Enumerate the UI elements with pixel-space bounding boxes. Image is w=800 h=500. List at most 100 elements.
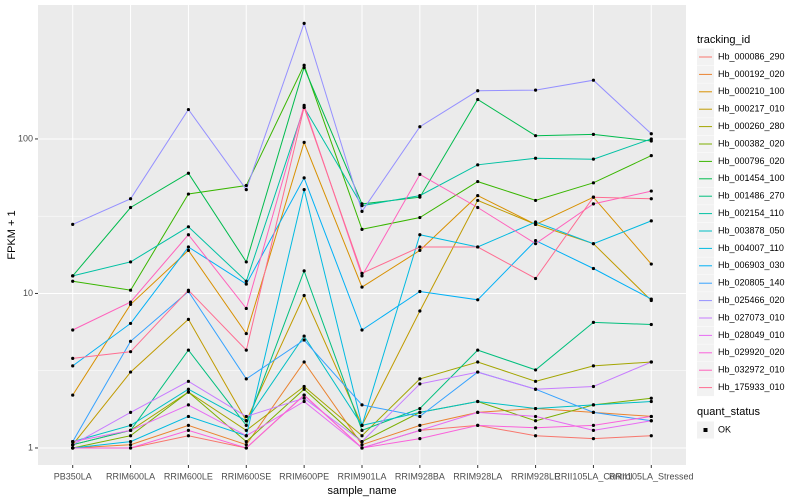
data-point bbox=[244, 279, 248, 283]
legend-label: Hb_000086_290 bbox=[718, 51, 785, 61]
legend-label: Hb_000210_100 bbox=[718, 86, 785, 96]
data-point bbox=[533, 222, 538, 226]
data-point bbox=[591, 132, 596, 137]
legend-label: Hb_000192_020 bbox=[718, 69, 785, 79]
data-point bbox=[186, 348, 191, 352]
legend-label: Hb_000382_020 bbox=[718, 138, 785, 148]
data-point bbox=[533, 238, 538, 243]
data-point bbox=[302, 269, 306, 273]
data-point bbox=[649, 137, 653, 141]
data-point bbox=[591, 437, 596, 441]
data-point bbox=[649, 219, 653, 223]
data-point bbox=[186, 288, 191, 292]
data-point bbox=[533, 156, 538, 160]
x-tick-label: RRIM600SE bbox=[221, 471, 271, 481]
data-point bbox=[244, 188, 248, 192]
data-point bbox=[244, 443, 248, 447]
data-point bbox=[302, 293, 306, 298]
data-point bbox=[591, 78, 596, 82]
data-point bbox=[533, 379, 538, 383]
data-point bbox=[302, 65, 306, 70]
data-point bbox=[128, 370, 133, 374]
data-point bbox=[186, 414, 191, 419]
data-point bbox=[302, 393, 306, 397]
data-point bbox=[302, 338, 306, 342]
legend-label: Hb_000217_010 bbox=[718, 104, 785, 114]
data-point bbox=[649, 132, 653, 136]
data-point bbox=[360, 428, 364, 432]
data-point bbox=[360, 423, 364, 428]
data-point bbox=[649, 434, 653, 438]
data-point bbox=[244, 414, 248, 419]
data-point bbox=[418, 289, 422, 294]
data-point bbox=[360, 285, 364, 289]
y-tick-label: 10 bbox=[23, 288, 33, 298]
y-tick-label: 1 bbox=[28, 442, 33, 452]
data-point bbox=[302, 188, 306, 192]
data-point bbox=[533, 434, 538, 438]
data-point bbox=[533, 387, 538, 391]
data-point bbox=[244, 348, 248, 352]
legend-label: Hb_004007_110 bbox=[718, 243, 784, 253]
data-point bbox=[302, 63, 306, 67]
x-axis-title: sample_name bbox=[327, 485, 396, 497]
legend-label: Hb_000796_020 bbox=[718, 156, 785, 166]
data-point bbox=[244, 306, 248, 311]
data-point bbox=[418, 406, 422, 411]
data-point bbox=[128, 443, 133, 447]
data-point bbox=[71, 274, 75, 278]
data-point bbox=[244, 434, 248, 438]
data-point bbox=[302, 360, 306, 364]
x-tick-label: RRII105LA_Stressed bbox=[609, 471, 694, 481]
data-point bbox=[186, 379, 191, 383]
data-point bbox=[186, 171, 191, 175]
data-point bbox=[244, 282, 248, 286]
data-point bbox=[533, 220, 538, 224]
data-point bbox=[302, 176, 306, 180]
legend-label: Hb_001454_100 bbox=[718, 173, 785, 183]
data-point bbox=[418, 377, 422, 381]
data-point bbox=[418, 245, 422, 249]
data-point bbox=[186, 248, 191, 252]
legend-label: Hb_001486_270 bbox=[718, 191, 785, 201]
data-point bbox=[71, 443, 75, 447]
data-point bbox=[128, 260, 133, 264]
legend-label: Hb_002154_110 bbox=[718, 208, 784, 218]
data-point bbox=[360, 434, 364, 438]
data-point bbox=[649, 197, 653, 201]
data-point bbox=[71, 446, 75, 450]
data-point bbox=[418, 382, 422, 386]
legend-label: Hb_027073_010 bbox=[718, 312, 785, 322]
legend-label: Hb_003878_050 bbox=[718, 225, 785, 235]
data-point bbox=[360, 328, 364, 332]
data-point bbox=[186, 428, 191, 432]
data-point bbox=[186, 317, 191, 321]
data-point bbox=[476, 179, 480, 184]
shape-legend-title: quant_status bbox=[697, 406, 760, 418]
data-point bbox=[418, 309, 422, 313]
data-point bbox=[302, 140, 306, 144]
data-point bbox=[476, 370, 480, 374]
data-point bbox=[649, 419, 653, 423]
data-point bbox=[186, 390, 191, 394]
data-point bbox=[649, 396, 653, 400]
data-point bbox=[360, 443, 364, 447]
data-point bbox=[476, 163, 480, 167]
legend-label: Hb_000260_280 bbox=[718, 121, 785, 131]
data-point bbox=[128, 410, 133, 414]
data-point bbox=[591, 320, 596, 324]
data-point bbox=[71, 393, 75, 397]
data-point bbox=[128, 288, 133, 292]
data-point bbox=[418, 410, 422, 414]
data-point bbox=[186, 225, 191, 229]
data-point bbox=[591, 384, 596, 389]
x-tick-label: RRIM928BA bbox=[395, 471, 445, 481]
data-point bbox=[418, 233, 422, 237]
data-point bbox=[476, 245, 480, 249]
data-point bbox=[360, 403, 364, 407]
data-point bbox=[591, 181, 596, 185]
data-point bbox=[533, 134, 538, 138]
data-point bbox=[302, 334, 306, 338]
data-point bbox=[244, 439, 248, 444]
data-point bbox=[418, 423, 422, 428]
